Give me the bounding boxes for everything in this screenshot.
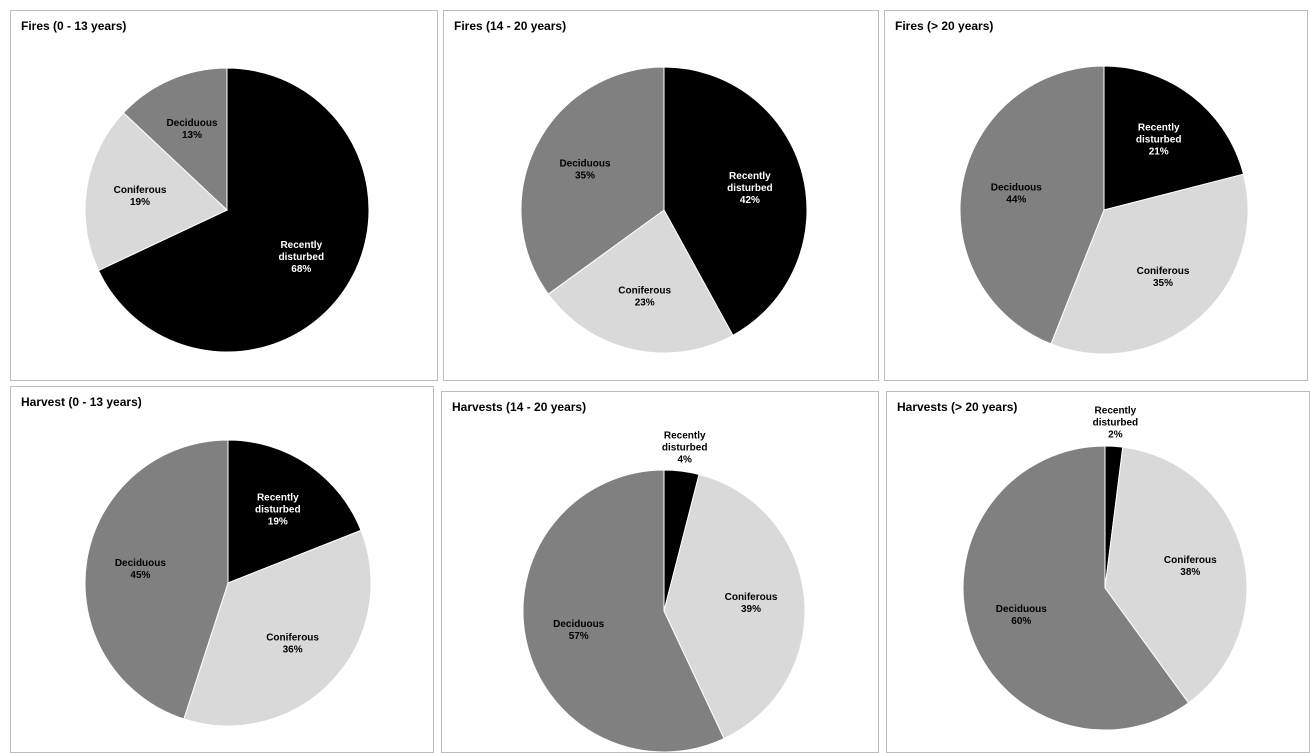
pie-chart: Recently disturbed 68% Coniferous 19% Deciduo… — [84, 67, 370, 353]
pie-slice-coniferous — [547, 209, 734, 354]
pie-slice-recently-disturbed — [97, 67, 370, 353]
slice-label-recently-disturbed: Recently disturbed 19% — [255, 493, 301, 528]
chart-panel-5: Harvests (14 - 20 years) Recently disturb… — [441, 391, 879, 753]
chart-title: Harvest (0 - 13 years) — [21, 395, 142, 409]
pie-slice-coniferous — [84, 112, 228, 272]
slice-label-deciduous: Deciduous 35% — [559, 159, 611, 182]
chart-panel-1: Fires (0 - 13 years) Recently disturbed 68… — [10, 10, 438, 381]
slice-label-coniferous: Coniferous 35% — [1137, 266, 1190, 289]
slice-label-recently-disturbed: Recently disturbed 4% — [662, 430, 708, 465]
pie-chart: Recently disturbed 2% Coniferous 38% Deciduou… — [962, 405, 1248, 731]
slice-label-coniferous: Coniferous 36% — [266, 633, 319, 656]
pie-slice-deciduous — [962, 445, 1190, 731]
chart-title: Fires (> 20 years) — [895, 19, 994, 33]
pie-slice-recently-disturbed — [663, 66, 808, 336]
pie-slice-deciduous — [522, 469, 725, 752]
slice-label-recently-disturbed: Recently disturbed 42% — [727, 171, 773, 206]
chart-panel-3: Fires (> 20 years) Recently disturbed 21% C… — [884, 10, 1308, 381]
chart-title: Harvests (14 - 20 years) — [452, 400, 587, 414]
chart-title: Fires (14 - 20 years) — [454, 19, 567, 33]
chart-panel-4: Harvest (0 - 13 years) Recently disturbed… — [10, 386, 434, 753]
pie-slice-deciduous — [84, 439, 229, 720]
slice-label-coniferous: Coniferous 23% — [618, 286, 671, 309]
slice-label-deciduous: Deciduous 45% — [115, 558, 167, 581]
slice-label-deciduous: Deciduous 13% — [166, 118, 218, 141]
pie-chart: Recently disturbed 4% Coniferous 39% Deciduou… — [522, 430, 806, 752]
pie-chart: Recently disturbed 19% Coniferous 36% Deciduo… — [84, 439, 372, 727]
pie-slice-deciduous — [959, 65, 1105, 345]
pie-slice-deciduous — [520, 66, 665, 295]
slice-label-coniferous: Coniferous 38% — [1164, 555, 1217, 578]
slice-label-recently-disturbed: Recently disturbed 2% — [1093, 405, 1139, 440]
slice-label-deciduous: Deciduous 44% — [991, 182, 1043, 205]
slice-label-coniferous: Coniferous 19% — [114, 185, 167, 208]
pie-slice-recently-disturbed — [1103, 65, 1245, 211]
pie-slice-coniferous — [183, 529, 372, 727]
chart-title: Fires (0 - 13 years) — [21, 19, 127, 33]
slice-label-recently-disturbed: Recently disturbed 21% — [1136, 123, 1182, 158]
pie-chart: Recently disturbed 42% Coniferous 23% Deciduo… — [520, 66, 808, 354]
chart-title: Harvests (> 20 years) — [897, 400, 1018, 414]
chart-panel-2: Fires (14 - 20 years) Recently disturbed 4… — [443, 10, 879, 381]
pie-slice-coniferous — [1050, 173, 1249, 355]
slice-label-deciduous: Deciduous 57% — [553, 619, 605, 642]
pie-slice-recently-disturbed — [227, 439, 362, 584]
pie-chart: Recently disturbed 21% Coniferous 35% Deciduo… — [959, 65, 1249, 355]
pie-slice-coniferous — [1104, 446, 1248, 704]
slice-label-recently-disturbed: Recently disturbed 68% — [279, 240, 325, 275]
chart-panel-6: Harvests (> 20 years) Recently disturbed 2… — [886, 391, 1310, 753]
slice-label-coniferous: Coniferous 39% — [725, 592, 778, 615]
slice-label-deciduous: Deciduous 60% — [996, 604, 1048, 627]
pie-slice-coniferous — [663, 473, 806, 740]
pie-slice-deciduous — [122, 67, 228, 212]
